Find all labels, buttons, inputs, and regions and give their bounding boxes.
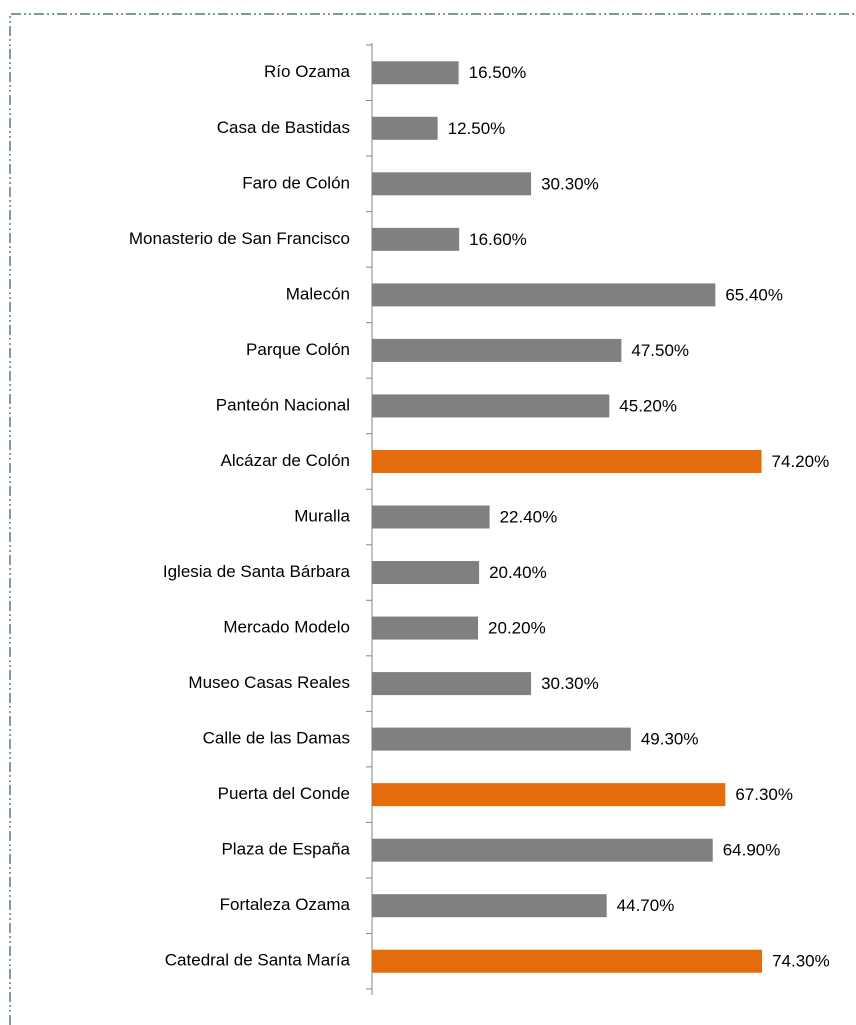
value-label: 22.40% bbox=[500, 507, 558, 526]
y-tick-label: Muralla bbox=[294, 506, 350, 525]
bar bbox=[372, 783, 726, 807]
bar bbox=[372, 672, 532, 696]
value-label: 30.30% bbox=[541, 174, 599, 193]
bar bbox=[372, 394, 610, 418]
value-label: 49.30% bbox=[641, 730, 699, 749]
y-tick-label: Faro de Colón bbox=[242, 173, 350, 192]
value-label: 12.50% bbox=[448, 119, 506, 138]
bar bbox=[372, 172, 532, 196]
y-tick-label: Museo Casas Reales bbox=[188, 673, 350, 692]
y-tick-label: Catedral de Santa María bbox=[165, 951, 351, 970]
value-label: 67.30% bbox=[735, 785, 793, 804]
y-tick-label: Casa de Bastidas bbox=[217, 118, 350, 137]
bar bbox=[372, 727, 631, 751]
value-label: 16.60% bbox=[469, 230, 527, 249]
y-tick-label: Calle de las Damas bbox=[203, 729, 350, 748]
value-label: 45.20% bbox=[619, 396, 677, 415]
bar bbox=[372, 894, 607, 918]
value-label: 47.50% bbox=[631, 341, 689, 360]
value-label: 20.40% bbox=[489, 563, 547, 582]
value-label: 74.20% bbox=[772, 452, 830, 471]
bar bbox=[372, 227, 460, 251]
bar bbox=[372, 561, 480, 585]
bar bbox=[372, 505, 490, 529]
y-tick-label: Panteón Nacional bbox=[216, 395, 350, 414]
y-tick-label: Fortaleza Ozama bbox=[220, 895, 351, 914]
value-label: 44.70% bbox=[617, 896, 675, 915]
bar bbox=[372, 838, 713, 862]
y-tick-label: Río Ozama bbox=[264, 62, 351, 81]
value-label: 20.20% bbox=[488, 619, 546, 638]
bar bbox=[372, 616, 479, 640]
value-label: 65.40% bbox=[725, 285, 783, 304]
y-tick-label: Malecón bbox=[286, 284, 350, 303]
bar bbox=[372, 949, 763, 973]
frame-border bbox=[9, 13, 856, 1025]
y-tick-label: Parque Colón bbox=[246, 340, 350, 359]
y-tick-label: Monasterio de San Francisco bbox=[129, 229, 350, 248]
bar bbox=[372, 449, 762, 473]
value-label: 74.30% bbox=[772, 952, 830, 971]
bar bbox=[372, 61, 459, 85]
y-tick-label: Iglesia de Santa Bárbara bbox=[163, 562, 351, 581]
y-tick-label: Puerta del Conde bbox=[218, 784, 350, 803]
value-label: 30.30% bbox=[541, 674, 599, 693]
y-tick-label: Mercado Modelo bbox=[223, 618, 350, 637]
y-tick-label: Plaza de España bbox=[221, 840, 350, 859]
bar bbox=[372, 116, 438, 140]
value-label: 16.50% bbox=[469, 63, 527, 82]
value-label: 64.90% bbox=[723, 841, 781, 860]
y-tick-label: Alcázar de Colón bbox=[221, 451, 350, 470]
bar bbox=[372, 338, 622, 362]
bar bbox=[372, 283, 716, 307]
